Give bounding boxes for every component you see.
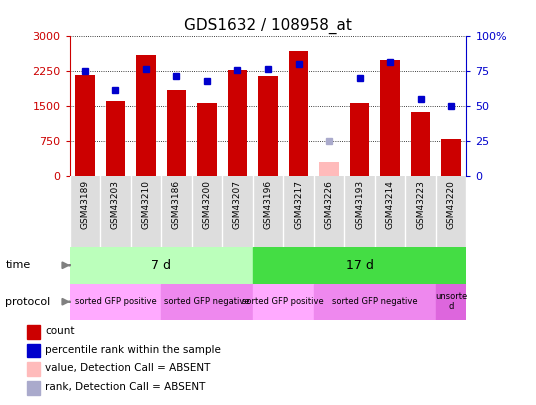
Text: value, Detection Call = ABSENT: value, Detection Call = ABSENT [45, 363, 211, 373]
Bar [70, 284, 161, 320]
Bar [70, 247, 253, 284]
Title: GDS1632 / 108958_at: GDS1632 / 108958_at [184, 17, 352, 34]
Bar [441, 139, 461, 176]
Bar [75, 75, 95, 176]
Bar [380, 60, 400, 176]
Text: GSM43214: GSM43214 [385, 180, 394, 228]
Text: sorted GFP negative: sorted GFP negative [332, 297, 418, 306]
Bar [228, 70, 248, 176]
Text: GSM43203: GSM43203 [111, 180, 120, 229]
Text: percentile rank within the sample: percentile rank within the sample [45, 345, 221, 355]
Bar [27, 325, 40, 339]
Text: GSM43200: GSM43200 [203, 180, 212, 229]
Bar [27, 344, 40, 357]
Text: GSM43189: GSM43189 [80, 180, 90, 229]
Bar [319, 162, 339, 176]
Text: 7 d: 7 d [151, 259, 171, 272]
Bar [253, 284, 314, 320]
Text: GSM43220: GSM43220 [446, 180, 456, 228]
Text: GSM43210: GSM43210 [142, 180, 151, 229]
Bar [106, 101, 125, 176]
Bar [436, 284, 466, 320]
Text: sorted GFP positive: sorted GFP positive [75, 297, 157, 306]
Bar [197, 102, 217, 176]
Bar [253, 247, 466, 284]
Text: GSM43196: GSM43196 [264, 180, 272, 229]
Bar [258, 76, 278, 176]
Bar [167, 90, 187, 176]
Text: GSM43186: GSM43186 [172, 180, 181, 229]
Text: sorted GFP positive: sorted GFP positive [242, 297, 324, 306]
Text: sorted GFP negative: sorted GFP negative [164, 297, 250, 306]
Text: rank, Detection Call = ABSENT: rank, Detection Call = ABSENT [45, 382, 205, 392]
Text: count: count [45, 326, 75, 336]
Bar [136, 55, 156, 176]
Bar [314, 284, 436, 320]
Text: 17 d: 17 d [346, 259, 374, 272]
Bar [27, 381, 40, 395]
Text: GSM43226: GSM43226 [324, 180, 333, 228]
Text: GSM43193: GSM43193 [355, 180, 364, 229]
Text: protocol: protocol [5, 297, 50, 307]
Bar [288, 51, 308, 176]
Bar [411, 112, 430, 176]
Text: unsorte
d: unsorte d [435, 292, 467, 311]
Text: GSM43217: GSM43217 [294, 180, 303, 229]
Bar [161, 284, 253, 320]
Bar [27, 362, 40, 376]
Text: GSM43207: GSM43207 [233, 180, 242, 229]
Bar [349, 102, 369, 176]
Text: time: time [5, 260, 31, 270]
Text: GSM43223: GSM43223 [416, 180, 425, 228]
